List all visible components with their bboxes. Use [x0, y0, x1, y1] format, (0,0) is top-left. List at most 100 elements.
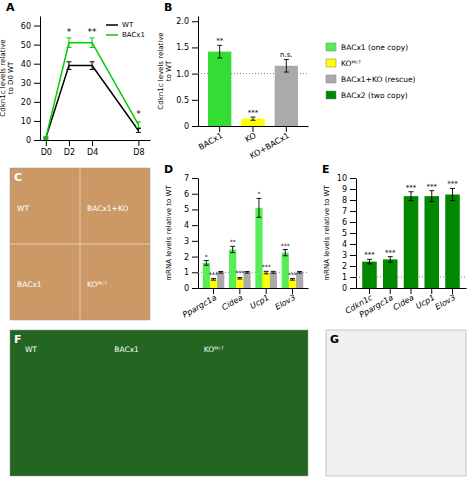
bar — [404, 196, 419, 288]
error-bar — [450, 188, 455, 200]
error-bar — [90, 62, 95, 70]
plot: 0102030405060D0D2D4D8****WTBACx1Cdkn1c l… — [0, 1, 150, 157]
y-tick-label: 1 — [184, 268, 189, 277]
y-tick-mark — [34, 121, 40, 122]
y-tick: 4 — [342, 240, 356, 249]
x-tick-mark — [138, 140, 139, 146]
y-tick-label: 1 — [342, 273, 347, 282]
panel-title: E — [322, 163, 330, 176]
image-placeholder — [10, 330, 308, 476]
y-tick-label: 9 — [342, 185, 347, 194]
legend-item: BACx1+KO (rescue) — [326, 75, 416, 84]
error-bar — [251, 117, 256, 120]
legend-label: KOᴹᶜᵀ — [341, 59, 361, 68]
y-tick-mark — [350, 266, 356, 267]
y-tick-label: 30 — [21, 79, 31, 88]
legend-item: BACx2 (two copy) — [326, 91, 408, 100]
y-tick-mark — [192, 178, 198, 179]
y-tick-mark — [34, 45, 40, 46]
panel: 0102030405060D0D2D4D8****WTBACx1Cdkn1c l… — [0, 1, 150, 157]
annotation: *** — [248, 109, 259, 117]
x-tick: Elov3 — [434, 288, 458, 312]
x-tick-label: D2 — [64, 148, 75, 157]
x-tick-mark — [92, 140, 93, 146]
x-tick: Ucp1 — [249, 288, 271, 311]
y-tick-label: 1.0 — [176, 70, 189, 79]
error-bar — [388, 257, 393, 263]
y-tick-mark — [192, 100, 198, 101]
x-tick-label: Elov3 — [274, 293, 298, 312]
y-tick-label: 2 — [184, 253, 189, 262]
y-tick: 1 — [184, 268, 198, 277]
x-tick: KO — [244, 126, 258, 144]
x-tick-label: Ucp1 — [249, 293, 271, 311]
legend-swatch — [106, 24, 118, 26]
annotation: n.s. — [280, 51, 293, 59]
x-tick: D0 — [41, 140, 52, 157]
x-tick-label: Ucp1 — [414, 293, 436, 311]
y-tick-label: 50 — [21, 41, 31, 50]
y-tick-mark — [34, 64, 40, 65]
bar — [424, 196, 439, 288]
y-tick: 0 — [184, 284, 198, 293]
x-tick: Cidea — [220, 288, 244, 312]
x-tick-label: KO+BACx1 — [248, 131, 291, 161]
y-tick-mark — [192, 257, 198, 258]
legend-swatch — [326, 75, 336, 83]
y-tick-label: 0 — [184, 122, 189, 131]
y-tick-mark — [350, 288, 356, 289]
y-tick-label: 0 — [26, 136, 31, 145]
error-bar — [218, 272, 223, 274]
y-tick: 0 — [342, 284, 356, 293]
y-tick: 8 — [342, 196, 356, 205]
y-tick: 30 — [21, 79, 40, 88]
annotation: ** — [88, 27, 98, 37]
y-tick: 0 — [184, 122, 198, 131]
x-tick-label: Cidea — [220, 293, 244, 312]
panel: BACx1 (one copy)KOᴹᶜᵀBACx1+KO (rescue)BA… — [326, 43, 416, 100]
y-tick-mark — [34, 83, 40, 84]
y-tick-mark — [192, 74, 198, 75]
x-tick-label: Ppargc1a — [358, 293, 395, 320]
y-tick: 20 — [21, 98, 40, 107]
y-tick: 1 — [342, 273, 356, 282]
y-axis-title: Cdkn1c levels relativeto D0 WT — [0, 39, 15, 116]
x-tick: D8 — [133, 140, 144, 157]
y-tick: 5 — [184, 205, 198, 214]
bar — [210, 279, 217, 288]
x-axis: Ppargc1aCideaUcp1Elov3 — [181, 288, 308, 320]
y-tick-mark — [34, 140, 40, 141]
y-axis: 01234567 — [184, 174, 199, 293]
image-panel: G — [326, 330, 466, 476]
y-axis-title-line: to WT — [165, 60, 173, 81]
legend-label: BACx1+KO (rescue) — [341, 75, 416, 84]
error-bar — [245, 272, 250, 274]
error-bar — [256, 198, 261, 217]
plot: 00.51.01.52.0BACx1KOKO+BACx1*****n.s.Cdk… — [157, 1, 308, 161]
y-tick: 3 — [184, 237, 198, 246]
x-tick-label: D8 — [133, 148, 144, 157]
panel-label: BACx1+KO — [87, 204, 128, 213]
texts: *************** — [364, 180, 458, 259]
error-bar — [43, 137, 48, 139]
panel: WTBACx1+KOBACx1KOᴹᶜᵀC — [10, 168, 150, 320]
bar — [289, 279, 296, 288]
x-axis: D0D2D4D8 — [41, 140, 151, 157]
legend: BACx1 (one copy)KOᴹᶜᵀBACx1+KO (rescue)BA… — [326, 43, 416, 100]
error-bar — [43, 137, 48, 139]
annotation: * — [257, 190, 260, 197]
y-tick-mark — [350, 211, 356, 212]
y-tick: 4 — [184, 221, 198, 230]
bar — [362, 262, 377, 288]
panel-label: WT — [25, 345, 37, 354]
y-axis-title: mRNA levels relative to WT — [323, 185, 331, 281]
bar — [236, 278, 243, 288]
error-bar — [217, 45, 222, 58]
y-tick-mark — [350, 222, 356, 223]
texts: *****n.s. — [216, 37, 292, 117]
y-tick-label: 5 — [342, 229, 347, 238]
plot: 01234567Ppargc1aCideaUcp1Elov3**********… — [164, 163, 309, 320]
y-axis: 012345678910 — [337, 174, 357, 293]
y-axis-title-line: mRNA levels relative to WT — [165, 185, 173, 281]
axis-line — [41, 140, 151, 141]
